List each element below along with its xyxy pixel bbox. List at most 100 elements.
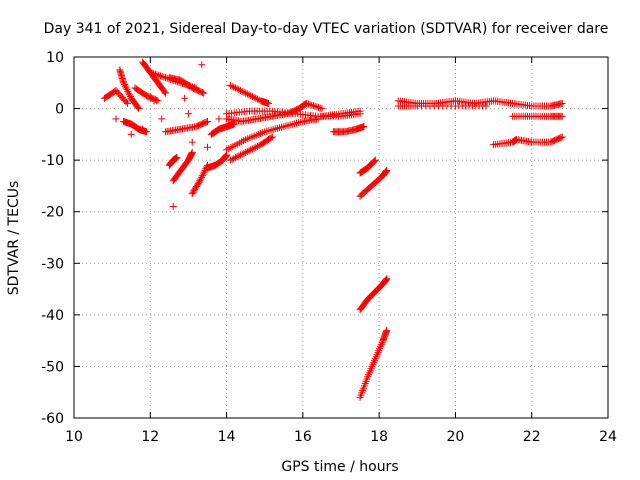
data-point xyxy=(318,105,326,113)
data-point xyxy=(199,170,207,178)
data-point xyxy=(309,102,317,110)
data-points xyxy=(101,58,566,401)
data-point xyxy=(248,145,256,153)
y-tick-label: 10 xyxy=(46,50,64,66)
data-point xyxy=(267,134,275,142)
data-point xyxy=(142,128,150,136)
data-point xyxy=(192,183,200,191)
data-point xyxy=(255,142,263,150)
data-point xyxy=(235,86,243,94)
data-point xyxy=(200,168,208,176)
data-point xyxy=(230,154,238,162)
data-point xyxy=(237,87,245,95)
data-point xyxy=(192,184,200,192)
data-point xyxy=(265,99,273,107)
data-point xyxy=(146,68,154,76)
data-point xyxy=(356,107,364,115)
data-point xyxy=(134,103,142,111)
data-point xyxy=(120,79,128,87)
data-point xyxy=(231,84,239,92)
data-point xyxy=(202,118,210,126)
data-point xyxy=(247,146,255,154)
x-tick-label: 10 xyxy=(65,429,83,445)
data-point xyxy=(316,104,324,112)
data-point xyxy=(226,156,234,164)
y-tick-label: -30 xyxy=(41,256,64,272)
data-point xyxy=(238,150,246,158)
data-point xyxy=(247,92,255,100)
y-axis-tick-labels: 10 0 -10 -20 -30 -40 -50 -60 xyxy=(41,50,64,427)
data-point xyxy=(181,94,189,102)
data-point xyxy=(250,144,258,152)
data-point xyxy=(162,89,170,97)
data-point xyxy=(240,149,248,157)
data-point xyxy=(308,101,316,109)
data-point xyxy=(189,188,197,196)
data-point xyxy=(242,89,250,97)
data-point xyxy=(248,93,256,101)
data-point xyxy=(169,203,177,211)
data-point xyxy=(158,72,166,80)
data-point xyxy=(383,166,391,174)
data-point xyxy=(200,89,208,97)
data-point xyxy=(158,115,166,123)
data-point xyxy=(126,93,134,101)
data-point xyxy=(184,110,192,118)
data-point xyxy=(190,187,198,195)
data-point xyxy=(150,70,158,78)
data-point xyxy=(228,82,236,90)
x-axis-label: GPS time / hours xyxy=(281,459,398,475)
data-point xyxy=(215,115,223,123)
y-tick-label: -10 xyxy=(41,153,64,169)
data-point xyxy=(173,154,181,162)
data-point xyxy=(191,185,199,193)
data-point xyxy=(160,73,168,81)
data-point xyxy=(370,157,378,165)
data-point xyxy=(188,148,196,156)
data-point xyxy=(230,83,238,91)
y-tick-label: -40 xyxy=(41,308,64,324)
data-point xyxy=(238,87,246,95)
data-point xyxy=(148,69,156,77)
x-tick-label: 16 xyxy=(294,429,312,445)
x-tick-label: 20 xyxy=(447,429,465,445)
y-tick-label: 0 xyxy=(55,102,64,118)
data-point xyxy=(161,88,169,96)
data-point xyxy=(306,101,314,109)
data-point xyxy=(122,98,130,106)
data-point xyxy=(315,103,323,111)
data-point xyxy=(558,133,566,141)
data-point xyxy=(139,125,147,133)
data-point xyxy=(313,103,321,111)
data-point xyxy=(122,84,130,92)
data-point xyxy=(233,85,241,93)
data-point xyxy=(250,93,258,101)
data-point xyxy=(125,89,133,97)
data-point xyxy=(198,173,206,181)
data-point xyxy=(235,152,243,160)
y-tick-label: -50 xyxy=(41,359,64,375)
data-point xyxy=(240,88,248,96)
data-point xyxy=(482,102,490,110)
data-point xyxy=(150,97,158,105)
data-point xyxy=(127,130,135,138)
data-point xyxy=(237,151,245,159)
data-point xyxy=(194,180,202,188)
data-point xyxy=(153,71,161,79)
data-point xyxy=(228,155,236,163)
data-point xyxy=(198,89,206,97)
data-point xyxy=(198,61,206,69)
data-point xyxy=(303,99,311,107)
data-point xyxy=(557,134,565,142)
data-point xyxy=(245,147,253,155)
data-point xyxy=(123,99,131,107)
data-point xyxy=(243,148,251,156)
data-point xyxy=(155,71,163,79)
data-point xyxy=(383,326,391,334)
data-point xyxy=(193,181,201,189)
data-point xyxy=(383,275,391,283)
data-point xyxy=(268,133,276,141)
data-point xyxy=(121,82,129,90)
